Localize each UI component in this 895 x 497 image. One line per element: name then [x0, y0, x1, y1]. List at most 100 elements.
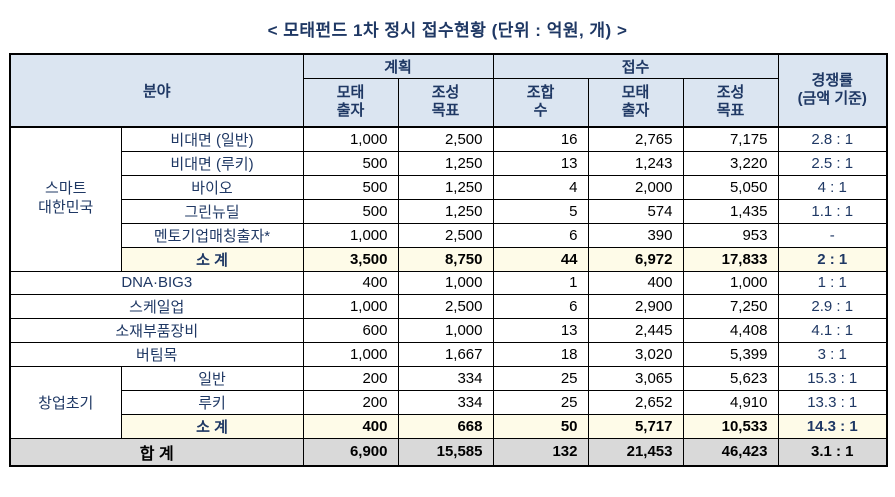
cell-union-count: 25: [492, 365, 589, 391]
table-row: 그린뉴딜 500 1,250 5 574 1,435 1.1 : 1: [10, 198, 888, 224]
cell-receipt-goal: 7,250: [682, 293, 779, 319]
table-row: 바이오 500 1,250 4 2,000 5,050 4 : 1: [10, 174, 888, 200]
cell-receipt-mote: 2,900: [587, 293, 684, 319]
cell-plan-goal: 334: [397, 365, 494, 391]
group-cell-smart-korea: 스마트 대한민국: [9, 126, 122, 272]
cell-ratio: 2.5 : 1: [777, 150, 888, 176]
cell-receipt-mote: 21,453: [587, 437, 684, 466]
cell-plan-mote: 1,000: [302, 341, 399, 367]
cell-receipt-mote: 390: [587, 222, 684, 248]
cell-union-count: 13: [492, 317, 589, 343]
cell-plan-mote: 200: [302, 389, 399, 415]
cell-receipt-mote: 2,765: [587, 126, 684, 152]
cell-receipt-goal: 46,423: [682, 437, 779, 466]
group-cell-startup: 창업초기: [9, 365, 122, 439]
row-label: 소재부품장비: [9, 317, 304, 343]
cell-receipt-goal: 5,050: [682, 174, 779, 200]
cell-receipt-mote: 2,445: [587, 317, 684, 343]
row-label: 멘토기업매칭출자*: [120, 222, 304, 248]
row-label: 바이오: [120, 174, 304, 200]
col-header-union-count: 조합 수: [492, 78, 589, 128]
cell-receipt-mote: 2,000: [587, 174, 684, 200]
cell-union-count: 132: [492, 437, 589, 466]
cell-plan-mote: 600: [302, 317, 399, 343]
cell-plan-mote: 1,000: [302, 222, 399, 248]
cell-union-count: 16: [492, 126, 589, 152]
cell-union-count: 18: [492, 341, 589, 367]
table-row: 버팀목 1,000 1,667 18 3,020 5,399 3 : 1: [9, 341, 888, 367]
cell-plan-goal: 2,500: [397, 293, 494, 319]
cell-plan-goal: 2,500: [397, 126, 494, 152]
cell-ratio: 2.8 : 1: [777, 126, 888, 152]
col-header-plan-goal: 조성 목표: [397, 78, 494, 128]
cell-plan-goal: 668: [397, 413, 494, 439]
cell-receipt-goal: 3,220: [682, 150, 779, 176]
col-header-field: 분야: [9, 53, 304, 128]
cell-union-count: 1: [492, 270, 589, 295]
cell-receipt-goal: 1,000: [682, 270, 779, 295]
table-row: DNA·BIG3 400 1,000 1 400 1,000 1 : 1: [9, 270, 888, 295]
cell-ratio: 4.1 : 1: [777, 317, 888, 343]
cell-union-count: 5: [492, 198, 589, 224]
cell-receipt-mote: 400: [587, 270, 684, 295]
cell-union-count: 6: [492, 222, 589, 248]
cell-receipt-mote: 574: [587, 198, 684, 224]
row-label: 소 계: [120, 413, 304, 439]
row-label: 합 계: [9, 437, 304, 466]
table-row: 스케일업 1,000 2,500 6 2,900 7,250 2.9 : 1: [9, 293, 888, 319]
cell-union-count: 25: [492, 389, 589, 415]
cell-ratio: 1 : 1: [777, 270, 888, 295]
cell-ratio: 3.1 : 1: [777, 437, 888, 466]
subtotal-row-smart: 소 계 3,500 8,750 44 6,972 17,833 2 : 1: [10, 246, 888, 272]
cell-ratio: 13.3 : 1: [777, 389, 888, 415]
cell-plan-mote: 1,000: [302, 126, 399, 152]
row-label: 루키: [120, 389, 304, 415]
cell-receipt-goal: 7,175: [682, 126, 779, 152]
cell-receipt-goal: 10,533: [682, 413, 779, 439]
table-row: 스마트 대한민국 비대면 (일반) 1,000 2,500 16 2,765 7…: [9, 126, 888, 272]
cell-receipt-goal: 5,623: [682, 365, 779, 391]
cell-plan-goal: 1,000: [397, 317, 494, 343]
cell-plan-goal: 15,585: [397, 437, 494, 466]
cell-receipt-goal: 5,399: [682, 341, 779, 367]
cell-ratio: 15.3 : 1: [777, 365, 888, 391]
cell-plan-goal: 1,250: [397, 174, 494, 200]
col-header-ratio: 경쟁률 (금액 기준): [777, 53, 888, 128]
table-row: 창업초기 일반 200 334 25 3,065 5,623 15.3 : 1: [9, 365, 888, 439]
row-label: 일반: [120, 365, 304, 391]
cell-plan-mote: 200: [302, 365, 399, 391]
cell-ratio: 2.9 : 1: [777, 293, 888, 319]
cell-plan-goal: 1,667: [397, 341, 494, 367]
cell-plan-mote: 1,000: [302, 293, 399, 319]
cell-receipt-mote: 6,972: [587, 246, 684, 272]
cell-plan-goal: 1,000: [397, 270, 494, 295]
cell-ratio: -: [777, 222, 888, 248]
header-row-1: 분야 계획 접수 경쟁률 (금액 기준): [9, 53, 888, 128]
cell-plan-mote: 400: [302, 413, 399, 439]
cell-receipt-mote: 5,717: [587, 413, 684, 439]
col-header-plan: 계획: [302, 53, 494, 79]
row-label: 그린뉴딜: [120, 198, 304, 224]
col-header-receipt-mote: 모태 출자: [587, 78, 684, 128]
table-row: 비대면 (루키) 500 1,250 13 1,243 3,220 2.5 : …: [10, 150, 888, 176]
row-label: 비대면 (루키): [120, 150, 304, 176]
cell-union-count: 50: [492, 413, 589, 439]
row-label: DNA·BIG3: [9, 270, 304, 295]
cell-ratio: 14.3 : 1: [777, 413, 888, 439]
cell-receipt-mote: 3,065: [587, 365, 684, 391]
cell-receipt-goal: 17,833: [682, 246, 779, 272]
header-row-2: 모태 출자 조성 목표 조합 수 모태 출자 조성 목표: [10, 78, 887, 128]
cell-union-count: 4: [492, 174, 589, 200]
table-row: 소재부품장비 600 1,000 13 2,445 4,408 4.1 : 1: [9, 317, 888, 343]
col-header-receipt: 접수: [492, 53, 779, 79]
cell-union-count: 6: [492, 293, 589, 319]
cell-plan-mote: 400: [302, 270, 399, 295]
table-row: 루키 200 334 25 2,652 4,910 13.3 : 1: [10, 389, 888, 415]
cell-ratio: 1.1 : 1: [777, 198, 888, 224]
subtotal-row-startup: 소 계 400 668 50 5,717 10,533 14.3 : 1: [10, 413, 888, 439]
row-label: 비대면 (일반): [120, 126, 304, 152]
cell-receipt-mote: 1,243: [587, 150, 684, 176]
cell-plan-goal: 1,250: [397, 150, 494, 176]
cell-plan-mote: 500: [302, 174, 399, 200]
